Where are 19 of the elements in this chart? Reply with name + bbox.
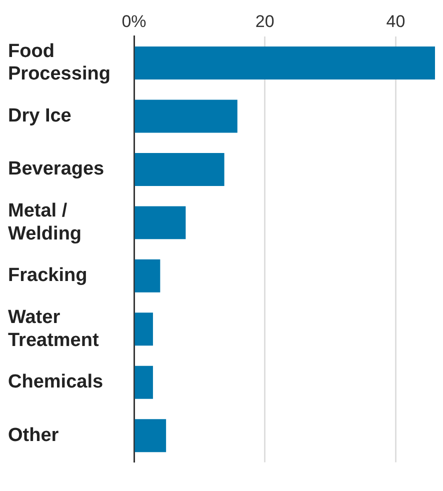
bar <box>134 259 160 292</box>
x-tick-label: 40 <box>386 12 406 31</box>
bar <box>134 152 224 186</box>
y-tick-label: Other <box>8 424 60 446</box>
bar <box>134 312 153 346</box>
bar <box>134 46 435 80</box>
y-tick-label: Beverages <box>8 158 104 180</box>
y-tick-label: Fracking <box>8 265 88 286</box>
bar <box>134 100 238 133</box>
x-tick-label: 0% <box>122 12 146 31</box>
y-tick-label: Metal / Welding <box>8 200 82 244</box>
y-tick-label: Food Processing <box>8 40 110 85</box>
y-tick-label: Water Treatment <box>8 306 100 351</box>
y-tick-label: Chemicals <box>8 372 104 393</box>
y-tick-label: Dry Ice <box>8 105 72 126</box>
bar <box>134 419 166 452</box>
bar <box>134 366 153 399</box>
x-tick-label: 20 <box>255 12 274 31</box>
bar <box>134 206 186 240</box>
